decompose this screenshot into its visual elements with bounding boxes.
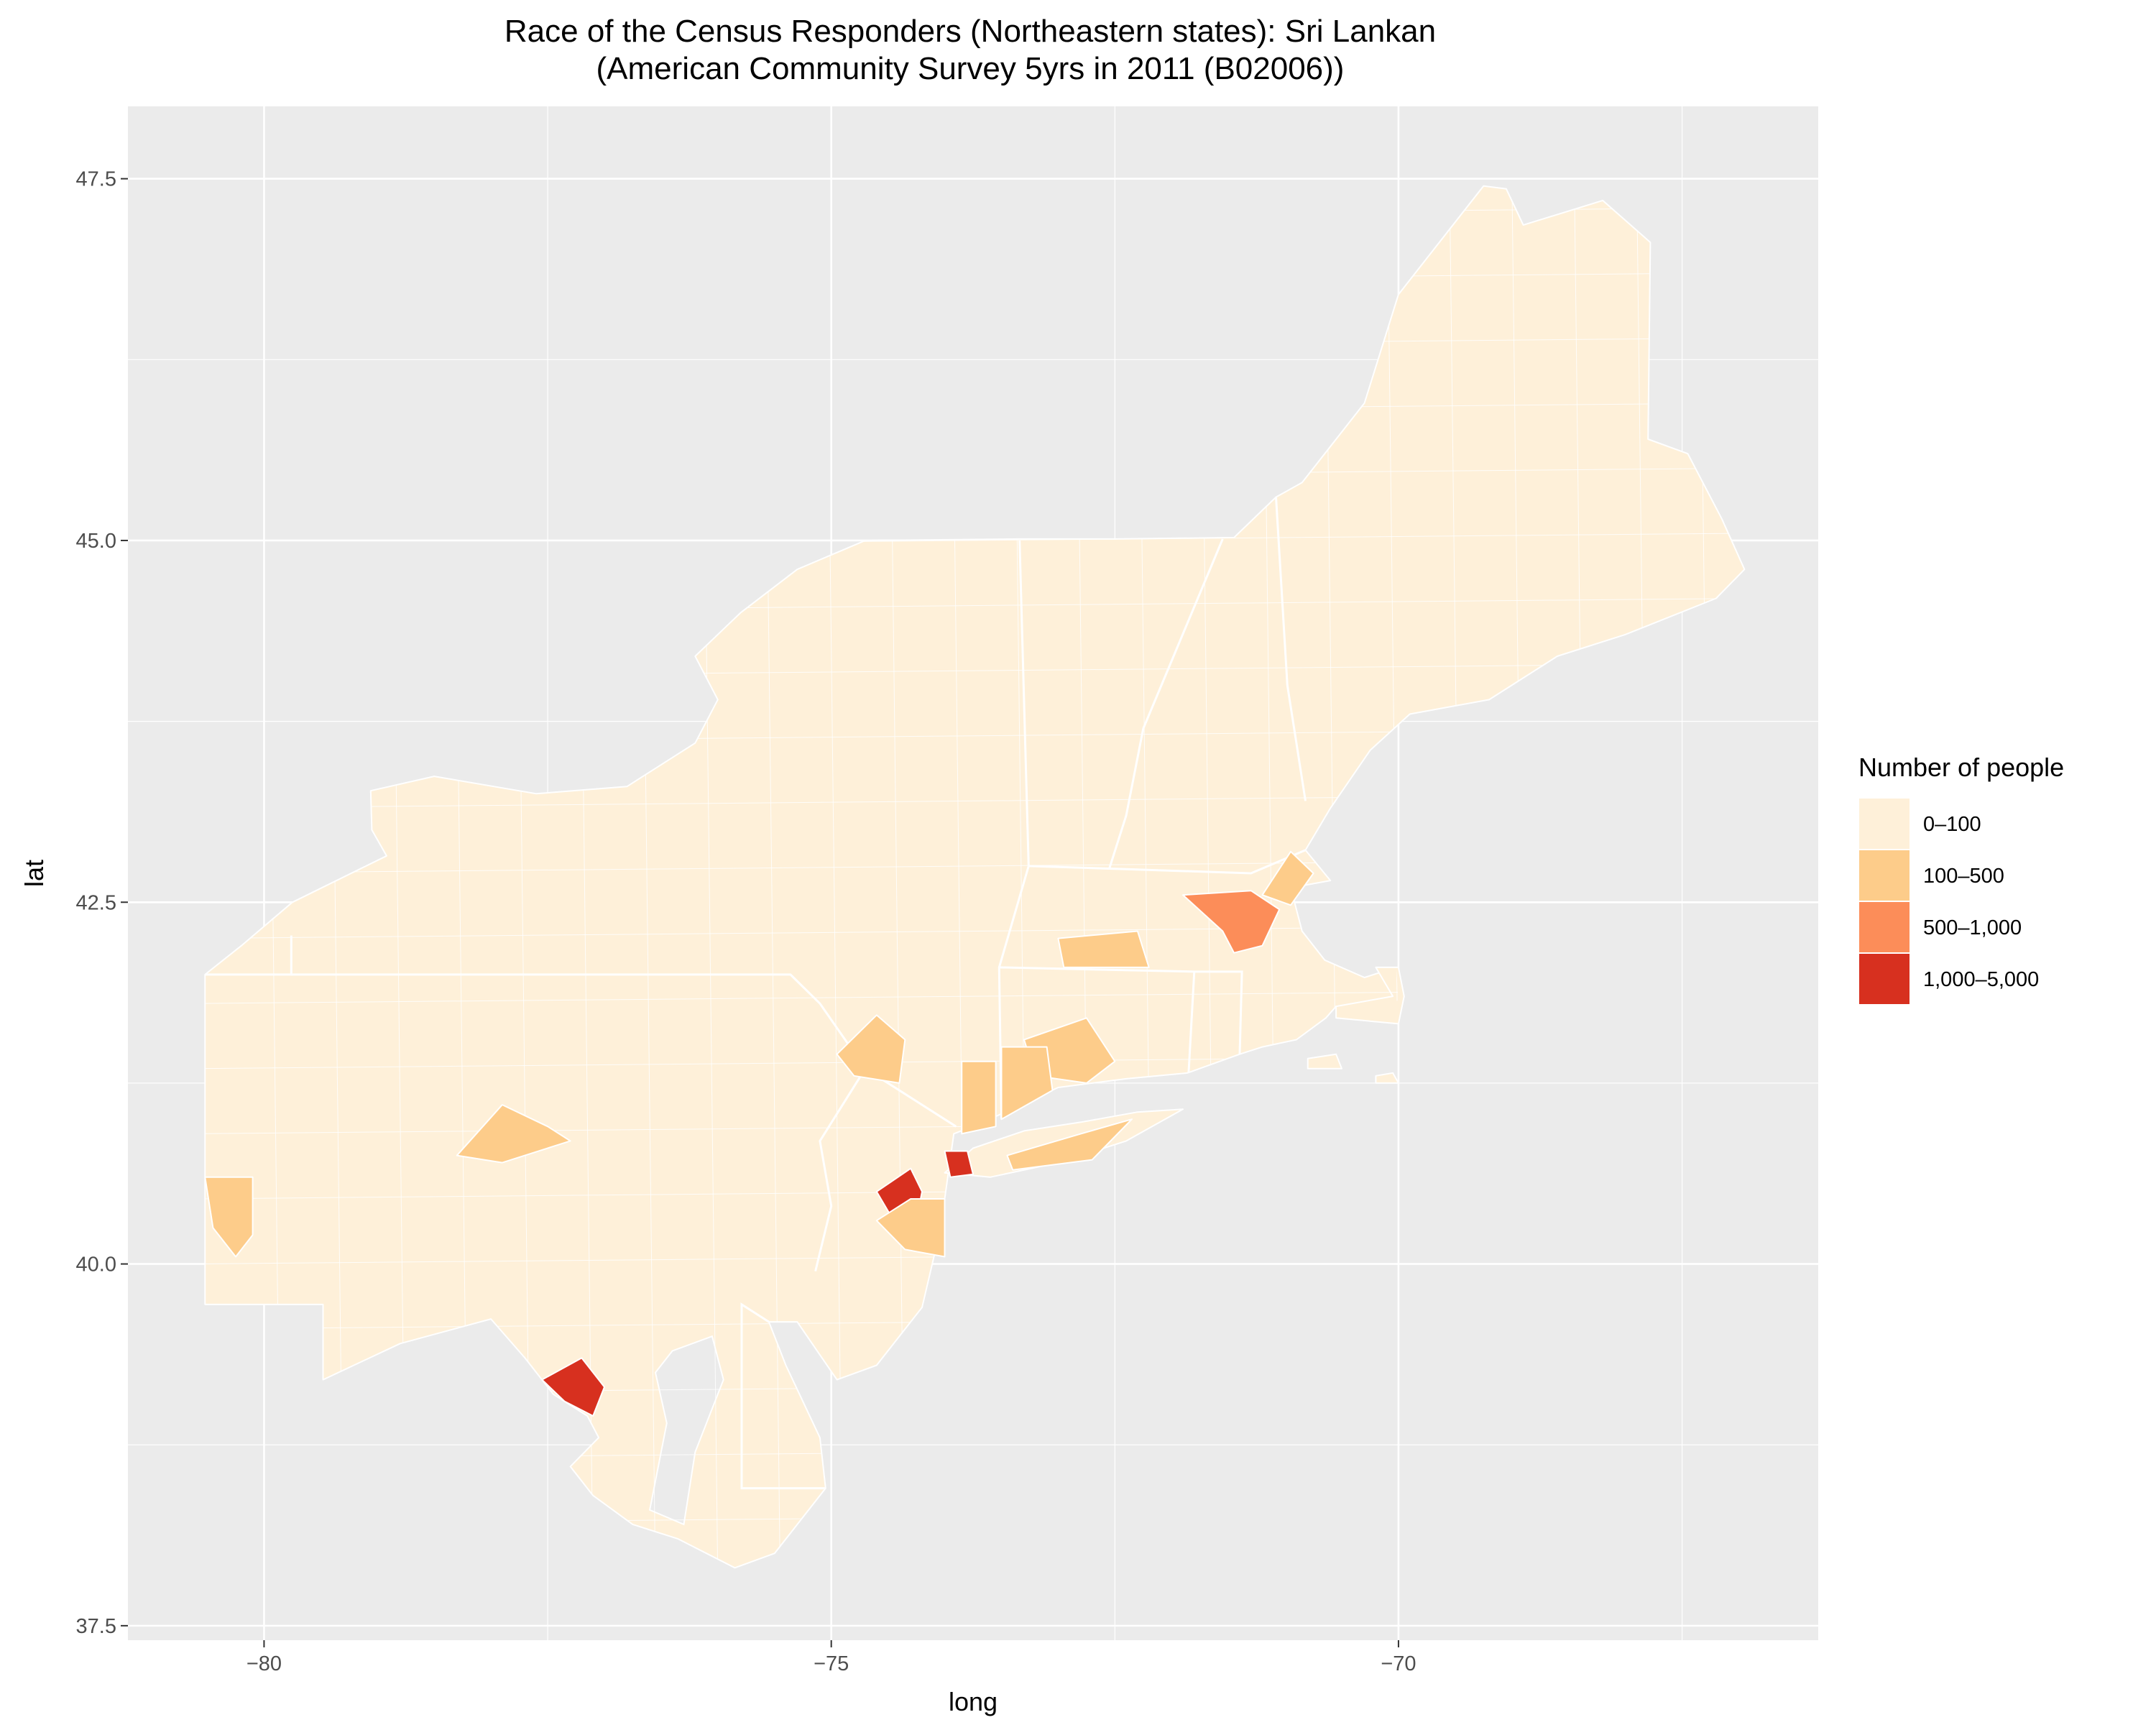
chart-title-line2: (American Community Survey 5yrs in 2011 … [596,51,1345,86]
highlighted-county-1 [541,1357,605,1417]
highlighted-county-5 [1261,850,1314,906]
highlighted-county-8 [1000,1046,1054,1121]
state-boundary [1028,849,1307,875]
y-tick-label: 37.5 [76,1615,116,1638]
legend-key-swatch [1858,849,1911,902]
legend-key-label: 0–100 [1923,813,1981,836]
y-axis-title: lat [19,860,49,887]
highlighted-county-6 [1057,930,1150,968]
state-boundary [291,973,867,1070]
highlighted-county-11 [456,1104,571,1164]
highlighted-county-13 [875,1198,946,1258]
y-tick-label: 45.0 [76,530,116,553]
state-boundary [740,1302,826,1490]
x-tick-label: −70 [1381,1652,1416,1675]
region-nantucket [1375,1072,1399,1084]
highlighted-county-12 [204,1176,254,1258]
state-boundary [999,966,1243,1054]
legend-key-label: 1,000–5,000 [1923,968,2039,991]
highlighted-county-14 [1006,1118,1133,1171]
region-northeast-mainland [204,185,1746,1569]
chesapeake-bay [648,1335,724,1526]
region-marthas-vineyard [1307,1053,1342,1070]
x-axis-title: long [949,1687,998,1716]
highlighted-county-3 [944,1150,974,1178]
highlighted-county-10 [836,1014,906,1084]
legend-key-swatch [1858,901,1911,954]
state-boundary [1107,538,1224,870]
state-boundary [1275,497,1307,801]
legend-key-label: 100–500 [1923,865,2004,888]
chart-title-line1: Race of the Census Responders (Northeast… [505,14,1436,49]
y-tick-label: 40.0 [76,1254,116,1276]
highlighted-county-9 [961,1060,997,1135]
state-boundary [1187,971,1196,1073]
highlighted-county-4 [1182,890,1281,954]
legend-key-swatch [1858,952,1911,1006]
y-tick-label: 42.5 [76,891,116,914]
state-boundary [998,540,1030,1120]
x-tick-label: −75 [814,1652,849,1675]
region-cape-cod [1335,966,1405,1025]
x-tick-label: −80 [247,1652,282,1675]
legend-key-label: 500–1,000 [1923,916,2022,939]
legend-title: Number of people [1858,753,2064,782]
state-boundary [814,1068,867,1271]
legend-key-swatch [1858,797,1911,850]
legend: Number of people 0–100 100–500 500–1,000 1,… [1858,753,2064,1006]
y-tick-label: 47.5 [76,168,116,191]
